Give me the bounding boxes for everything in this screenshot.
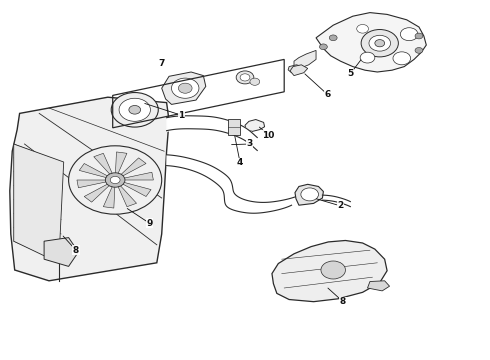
Circle shape: [111, 93, 158, 127]
Polygon shape: [295, 184, 323, 205]
Circle shape: [400, 28, 418, 41]
Circle shape: [321, 261, 345, 279]
Polygon shape: [245, 120, 265, 131]
Circle shape: [240, 74, 250, 81]
Polygon shape: [103, 186, 115, 208]
Polygon shape: [118, 185, 137, 207]
Polygon shape: [272, 240, 387, 302]
Circle shape: [357, 24, 368, 33]
Circle shape: [415, 33, 423, 39]
Circle shape: [393, 52, 411, 65]
Polygon shape: [368, 281, 390, 291]
Text: 8: 8: [73, 246, 79, 255]
Polygon shape: [84, 184, 110, 202]
Circle shape: [172, 78, 199, 98]
Circle shape: [119, 98, 150, 121]
Polygon shape: [316, 13, 426, 72]
Circle shape: [105, 173, 125, 187]
Circle shape: [69, 146, 162, 214]
Circle shape: [360, 52, 375, 63]
Polygon shape: [290, 65, 308, 76]
Text: 5: 5: [347, 69, 353, 78]
Bar: [228, 119, 240, 135]
Text: 3: 3: [247, 139, 253, 148]
Text: 7: 7: [158, 58, 165, 68]
Circle shape: [329, 35, 337, 41]
Polygon shape: [294, 50, 316, 68]
Polygon shape: [10, 97, 169, 281]
Polygon shape: [14, 144, 64, 263]
Polygon shape: [79, 163, 108, 178]
Polygon shape: [123, 172, 153, 180]
Polygon shape: [121, 158, 146, 176]
Text: 2: 2: [338, 202, 343, 210]
Text: 10: 10: [262, 130, 275, 139]
Polygon shape: [288, 65, 303, 73]
Polygon shape: [122, 182, 151, 197]
Polygon shape: [94, 153, 112, 175]
Polygon shape: [44, 238, 78, 266]
Circle shape: [369, 35, 391, 51]
Text: 4: 4: [237, 158, 244, 167]
Circle shape: [361, 30, 398, 57]
Circle shape: [301, 188, 318, 201]
Circle shape: [178, 83, 192, 93]
Circle shape: [250, 78, 260, 85]
Text: 8: 8: [340, 297, 346, 306]
Circle shape: [236, 71, 254, 84]
Circle shape: [415, 48, 423, 53]
Circle shape: [375, 40, 385, 47]
Polygon shape: [116, 152, 127, 174]
Text: 1: 1: [178, 111, 184, 120]
Polygon shape: [162, 72, 206, 104]
Circle shape: [110, 176, 120, 184]
Text: 6: 6: [324, 90, 330, 99]
Circle shape: [129, 105, 141, 114]
Text: 9: 9: [146, 219, 153, 228]
Polygon shape: [77, 180, 107, 188]
Circle shape: [319, 44, 327, 50]
